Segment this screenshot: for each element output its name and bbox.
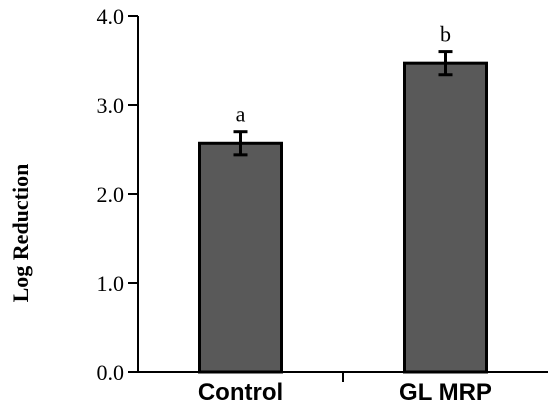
x-tick-label: Control <box>198 379 283 406</box>
bar-gl-mrp <box>403 61 488 374</box>
x-tick-label: GL MRP <box>399 379 492 406</box>
significance-letter: b <box>440 22 451 47</box>
bar-control <box>198 141 283 374</box>
y-tick-label: 2.0 <box>97 182 125 207</box>
y-tick-label: 0.0 <box>97 360 125 385</box>
significance-letter: a <box>236 102 246 127</box>
y-tick-label: 3.0 <box>97 93 125 118</box>
y-tick-label: 1.0 <box>97 271 125 296</box>
y-tick-label: 4.0 <box>97 4 125 29</box>
y-axis-label: Log Reduction <box>8 164 33 303</box>
error-bar <box>438 50 453 77</box>
axes: 0.0 1.0 2.0 3.0 4.0 Control GL MRP <box>97 4 548 406</box>
bars: ab <box>198 22 488 374</box>
error-bar <box>233 130 248 157</box>
